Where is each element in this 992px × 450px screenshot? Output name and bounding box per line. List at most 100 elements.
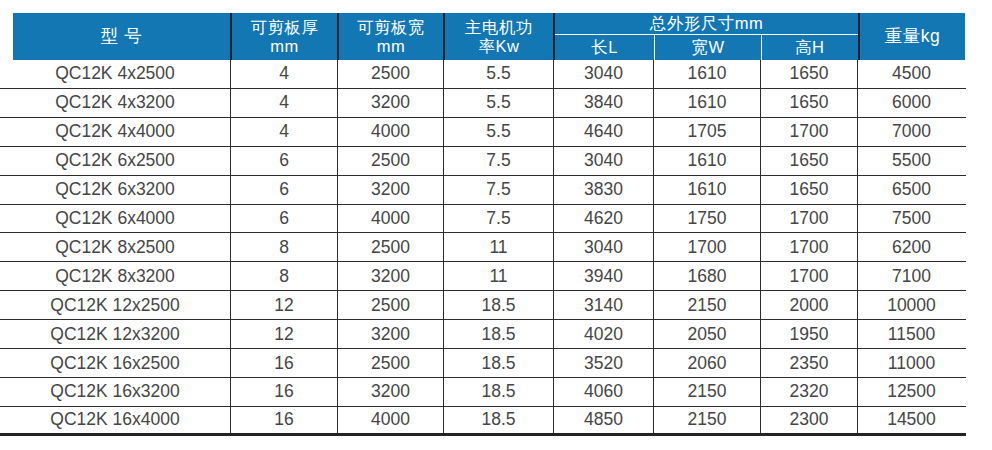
table-row: QC12K 6x2500 6 2500 7.5 3040 1610 1650 5…: [0, 147, 966, 176]
cell-cut-width: 3200: [337, 176, 443, 204]
cell-height: 1650: [760, 147, 857, 175]
cell-height: 2350: [760, 349, 857, 377]
cell-cut-width: 4000: [337, 118, 443, 146]
spec-table: 型 号 可剪板厚 mm 可剪板宽 mm 主电机功 率Kw 总外形尺寸mm 长L …: [0, 13, 966, 436]
cell-thickness: 6: [230, 147, 337, 175]
cell-motor-power: 18.5: [443, 320, 553, 348]
table-body: QC12K 4x2500 4 2500 5.5 3040 1610 1650 4…: [0, 60, 966, 436]
table-header: 型 号 可剪板厚 mm 可剪板宽 mm 主电机功 率Kw 总外形尺寸mm 长L …: [13, 13, 965, 60]
cell-length: 4850: [553, 407, 653, 433]
header-weight-label: 重量kg: [885, 27, 940, 46]
cell-weight: 7000: [857, 118, 965, 146]
cell-length: 4060: [553, 378, 653, 406]
cell-length: 3040: [553, 233, 653, 261]
cell-thickness: 12: [230, 291, 337, 319]
cell-height: 2300: [760, 407, 857, 433]
table-row: QC12K 16x2500 16 2500 18.5 3520 2060 235…: [0, 349, 966, 378]
cell-cut-width: 3200: [337, 262, 443, 290]
cell-thickness: 8: [230, 233, 337, 261]
cell-weight: 6500: [857, 176, 965, 204]
cell-weight: 12500: [857, 378, 965, 406]
cell-cut-width: 3200: [337, 378, 443, 406]
cell-overall-width: 2150: [653, 291, 760, 319]
cell-model: QC12K 6x3200: [0, 176, 230, 204]
cell-cut-width: 4000: [337, 205, 443, 233]
cell-length: 3520: [553, 349, 653, 377]
cell-weight: 7500: [857, 205, 965, 233]
cell-cut-width: 2500: [337, 233, 443, 261]
header-motor-power: 主电机功 率Kw: [443, 13, 553, 60]
cell-length: 3940: [553, 262, 653, 290]
cell-overall-width: 2150: [653, 407, 760, 433]
cell-overall-width: 1610: [653, 147, 760, 175]
cell-length: 4640: [553, 118, 653, 146]
cell-thickness: 16: [230, 349, 337, 377]
header-thickness-line1: 可剪板厚: [251, 18, 319, 37]
cell-overall-width: 1750: [653, 205, 760, 233]
cell-thickness: 12: [230, 320, 337, 348]
table-row: QC12K 16x4000 16 4000 18.5 4850 2150 230…: [0, 407, 966, 436]
cell-height: 2320: [760, 378, 857, 406]
cell-height: 1700: [760, 262, 857, 290]
cell-overall-width: 1705: [653, 118, 760, 146]
cell-motor-power: 5.5: [443, 60, 553, 88]
header-width: 宽W: [654, 35, 760, 61]
cell-thickness: 4: [230, 60, 337, 88]
table-row: QC12K 16x3200 16 3200 18.5 4060 2150 232…: [0, 378, 966, 407]
header-thickness: 可剪板厚 mm: [230, 13, 337, 60]
cell-overall-width: 1610: [653, 176, 760, 204]
page: 型 号 可剪板厚 mm 可剪板宽 mm 主电机功 率Kw 总外形尺寸mm 长L …: [0, 0, 992, 450]
cell-motor-power: 18.5: [443, 349, 553, 377]
cell-weight: 5500: [857, 147, 965, 175]
cell-cut-width: 2500: [337, 291, 443, 319]
header-model-label: 型 号: [101, 27, 142, 46]
cell-height: 1950: [760, 320, 857, 348]
cell-length: 3140: [553, 291, 653, 319]
table-row: QC12K 6x4000 6 4000 7.5 4620 1750 1700 7…: [0, 205, 966, 234]
cell-height: 1650: [760, 176, 857, 204]
cell-thickness: 16: [230, 378, 337, 406]
cell-model: QC12K 16x4000: [0, 407, 230, 433]
header-weight: 重量kg: [858, 13, 965, 60]
cell-model: QC12K 6x4000: [0, 205, 230, 233]
table-row: QC12K 12x3200 12 3200 18.5 4020 2050 195…: [0, 320, 966, 349]
header-cut-width: 可剪板宽 mm: [337, 13, 443, 60]
cell-thickness: 6: [230, 176, 337, 204]
cell-thickness: 4: [230, 89, 337, 117]
cell-overall-width: 1610: [653, 60, 760, 88]
cell-overall-width: 2060: [653, 349, 760, 377]
cell-motor-power: 7.5: [443, 147, 553, 175]
cell-cut-width: 3200: [337, 89, 443, 117]
cell-cut-width: 3200: [337, 320, 443, 348]
cell-length: 3840: [553, 89, 653, 117]
cell-overall-width: 1610: [653, 89, 760, 117]
cell-cut-width: 2500: [337, 147, 443, 175]
header-motor-power-line1: 主电机功: [465, 18, 533, 37]
cell-model: QC12K 16x3200: [0, 378, 230, 406]
cell-height: 1700: [760, 233, 857, 261]
cell-height: 1700: [760, 118, 857, 146]
header-cut-width-line1: 可剪板宽: [357, 18, 425, 37]
header-overall-dimensions-subrow: 长L 宽W 高H: [555, 35, 858, 61]
cell-height: 1700: [760, 205, 857, 233]
cell-motor-power: 7.5: [443, 205, 553, 233]
table-row: QC12K 8x2500 8 2500 11 3040 1700 1700 62…: [0, 233, 966, 262]
header-model: 型 号: [13, 13, 230, 60]
header-height: 高H: [761, 35, 858, 61]
cell-model: QC12K 4x2500: [0, 60, 230, 88]
cell-weight: 14500: [857, 407, 965, 433]
cell-cut-width: 2500: [337, 60, 443, 88]
header-cut-width-line2: mm: [377, 37, 406, 56]
table-row: QC12K 4x4000 4 4000 5.5 4640 1705 1700 7…: [0, 118, 966, 147]
cell-model: QC12K 12x2500: [0, 291, 230, 319]
cell-model: QC12K 8x3200: [0, 262, 230, 290]
table-row: QC12K 4x3200 4 3200 5.5 3840 1610 1650 6…: [0, 89, 966, 118]
table-row: QC12K 12x2500 12 2500 18.5 3140 2150 200…: [0, 291, 966, 320]
cell-motor-power: 18.5: [443, 378, 553, 406]
cell-overall-width: 2050: [653, 320, 760, 348]
cell-model: QC12K 12x3200: [0, 320, 230, 348]
header-overall-dimensions-group: 总外形尺寸mm 长L 宽W 高H: [553, 13, 858, 60]
cell-weight: 10000: [857, 291, 965, 319]
header-length: 长L: [555, 35, 654, 61]
cell-thickness: 8: [230, 262, 337, 290]
